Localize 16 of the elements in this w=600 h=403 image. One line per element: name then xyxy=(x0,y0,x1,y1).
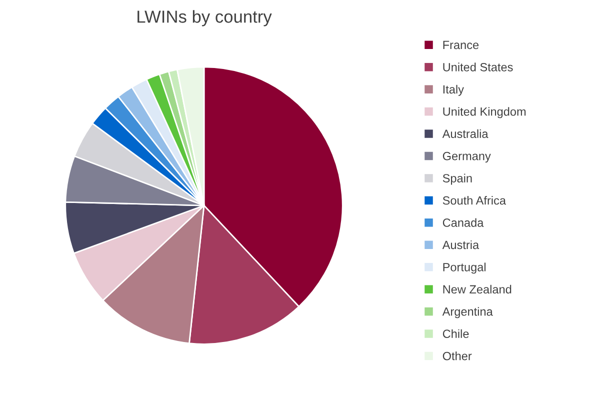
legend-label: Spain xyxy=(442,174,472,185)
legend-label: Germany xyxy=(442,152,491,163)
legend-label: South Africa xyxy=(442,196,506,205)
legend-label: Other xyxy=(442,352,472,360)
legend-label: Italy xyxy=(443,84,464,96)
chart-title: LWINs by country xyxy=(138,10,272,26)
legend-label: Chile xyxy=(442,329,469,338)
legend-label: United Kingdom xyxy=(443,107,526,118)
legend-label: United States xyxy=(443,62,513,72)
legend-label: Austria xyxy=(442,240,480,250)
legend-label: Canada xyxy=(442,218,484,227)
legend-label: Argentina xyxy=(442,307,493,318)
legend-label: Australia xyxy=(442,129,488,138)
legend-label: Portugal xyxy=(443,262,486,274)
legend-label: New Zealand xyxy=(443,284,512,294)
legend-label: France xyxy=(443,40,479,50)
